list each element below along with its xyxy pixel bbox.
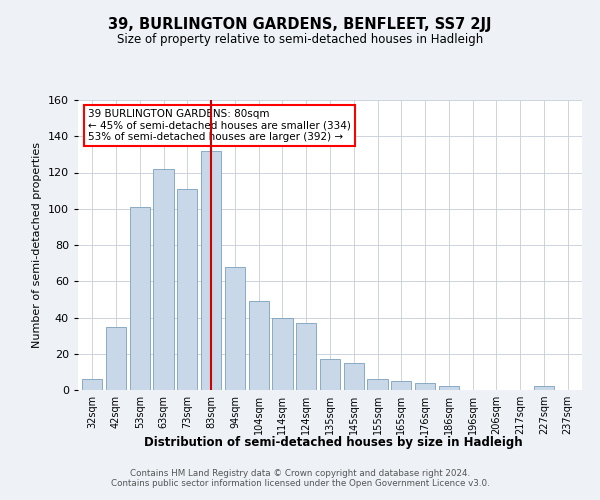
- Text: Size of property relative to semi-detached houses in Hadleigh: Size of property relative to semi-detach…: [117, 32, 483, 46]
- Bar: [534, 386, 554, 390]
- Bar: [106, 326, 126, 390]
- Text: 39, BURLINGTON GARDENS, BENFLEET, SS7 2JJ: 39, BURLINGTON GARDENS, BENFLEET, SS7 2J…: [108, 18, 492, 32]
- Bar: [272, 318, 293, 390]
- Text: Contains HM Land Registry data © Crown copyright and database right 2024.: Contains HM Land Registry data © Crown c…: [130, 469, 470, 478]
- Y-axis label: Number of semi-detached properties: Number of semi-detached properties: [32, 142, 42, 348]
- Bar: [82, 379, 103, 390]
- Bar: [415, 383, 435, 390]
- Bar: [439, 386, 459, 390]
- Bar: [367, 379, 388, 390]
- Bar: [201, 151, 221, 390]
- Text: Distribution of semi-detached houses by size in Hadleigh: Distribution of semi-detached houses by …: [143, 436, 523, 449]
- Bar: [320, 359, 340, 390]
- Text: Contains public sector information licensed under the Open Government Licence v3: Contains public sector information licen…: [110, 479, 490, 488]
- Bar: [177, 189, 197, 390]
- Bar: [391, 381, 412, 390]
- Bar: [225, 267, 245, 390]
- Bar: [154, 169, 173, 390]
- Bar: [344, 363, 364, 390]
- Bar: [296, 323, 316, 390]
- Bar: [248, 301, 269, 390]
- Bar: [130, 207, 150, 390]
- Text: 39 BURLINGTON GARDENS: 80sqm
← 45% of semi-detached houses are smaller (334)
53%: 39 BURLINGTON GARDENS: 80sqm ← 45% of se…: [88, 108, 351, 142]
